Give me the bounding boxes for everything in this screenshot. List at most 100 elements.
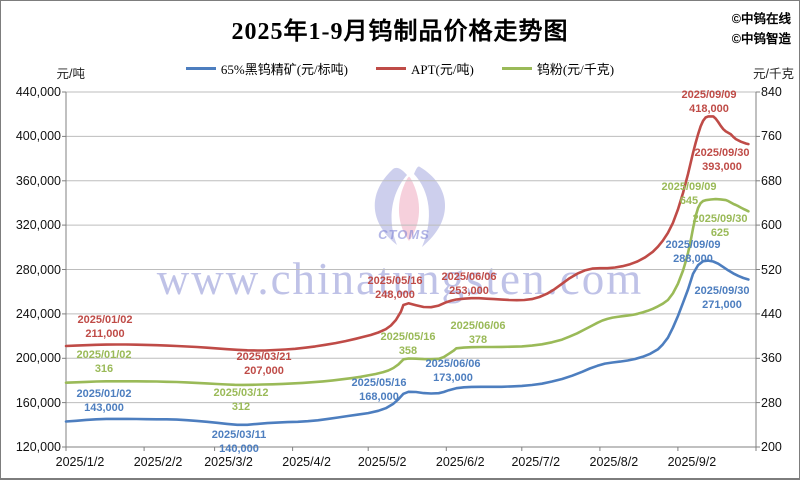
chart-title: 2025年1-9月钨制品价格走势图	[231, 19, 569, 45]
x-axis-tick-label: 2025/4/2	[282, 455, 331, 469]
annotation-value: 312	[231, 401, 251, 413]
annotation-concentrate: 2025/09/09 288,000	[665, 238, 720, 266]
annotation-value: 253,000	[449, 285, 489, 297]
annotation-apt: 2025/01/02 211,000	[77, 313, 132, 341]
y-axis-tick-label-right: 360	[761, 351, 782, 366]
annotation-value: 625	[710, 227, 730, 239]
x-axis-tick-label: 2025/5/2	[357, 455, 407, 469]
y-axis-tick-label-left: 360,000	[15, 173, 61, 188]
annotation-apt: 2025/03/21 207,000	[236, 350, 291, 378]
y-axis-tick-label-right: 760	[761, 129, 782, 144]
annotation-powder: 2025/09/30 625	[692, 212, 747, 240]
annotation-concentrate: 2025/09/30 271,000	[694, 284, 749, 312]
annotation-concentrate: 2025/05/16 168,000	[351, 376, 406, 404]
annotation-powder: 2025/09/09 645	[661, 180, 716, 208]
annotation-value: 143,000	[84, 402, 124, 414]
annotation-date: 2025/06/06	[441, 271, 497, 283]
annotation-value: 358	[398, 345, 418, 357]
annotation-powder: 2025/05/16 358	[380, 330, 435, 358]
x-axis-tick-label: 2025/7/2	[511, 455, 561, 469]
y-axis-tick-label-right: 280	[761, 395, 782, 410]
annotation-date: 2025/09/30	[694, 147, 750, 159]
legend-label-powder: 钨粉(元/千克)	[536, 62, 615, 77]
annotation-date: 2025/01/02	[77, 314, 133, 326]
annotation-value: 393,000	[702, 161, 742, 173]
annotation-value: 288,000	[673, 253, 713, 265]
series-line-powder	[64, 197, 750, 387]
ctoms-logo-text: CTOMS	[378, 227, 430, 242]
legend-label-concentrate: 65%黑钨精矿(元/标吨)	[220, 62, 348, 77]
annotation-value: 418,000	[689, 103, 729, 115]
annotation-date: 2025/01/02	[76, 349, 132, 361]
x-axis-tick-label: 2025/8/2	[589, 455, 639, 469]
annotation-concentrate: 2025/03/11 140,000	[212, 428, 266, 456]
copyright-line-2: ©中钨智造	[731, 32, 791, 46]
annotation-date: 2025/06/06	[425, 358, 481, 370]
annotation-value: 173,000	[433, 372, 473, 384]
x-axis-tick-label: 2025/3/2	[204, 455, 253, 469]
annotation-date: 2025/09/30	[694, 285, 750, 297]
annotation-value: 211,000	[85, 328, 125, 340]
annotation-apt: 2025/09/30 393,000	[694, 146, 749, 174]
annotation-apt: 2025/06/06 253,000	[441, 270, 496, 298]
annotation-date: 2025/05/16	[367, 275, 423, 287]
annotation-powder: 2025/01/02 316	[76, 348, 131, 376]
annotation-date: 2025/05/16	[380, 331, 436, 343]
annotation-date: 2025/09/09	[661, 181, 717, 193]
annotation-date: 2025/09/30	[692, 213, 748, 225]
legend-item-concentrate: 65%黑钨精矿(元/标吨)	[185, 59, 348, 78]
y-axis-tick-label-left: 160,000	[15, 395, 61, 410]
annotation-date: 2025/05/16	[351, 377, 407, 389]
chart-legend: 65%黑钨精矿(元/标吨) APT(元/吨) 钨粉(元/千克)	[1, 59, 799, 78]
y-axis-tick-label-left: 200,000	[15, 351, 61, 366]
legend-item-apt: APT(元/吨)	[375, 59, 474, 78]
copyright-block: ©中钨在线 ©中钨智造	[732, 9, 791, 49]
annotation-value: 378	[468, 334, 488, 346]
annotation-value: 271,000	[702, 299, 742, 311]
y-axis-tick-label-left: 240,000	[15, 306, 61, 321]
annotation-date: 2025/03/11	[211, 429, 267, 441]
x-axis-tick-label: 2025/6/2	[435, 455, 485, 469]
legend-label-apt: APT(元/吨)	[410, 62, 474, 77]
y-axis-tick-label-right: 200	[761, 440, 782, 454]
annotation-concentrate: 2025/06/06 173,000	[425, 357, 480, 385]
annotation-powder: 2025/03/12 312	[213, 386, 268, 414]
watermark-url: www.chinatungsten.com	[156, 254, 644, 304]
annotation-value: 248,000	[375, 289, 415, 301]
annotation-apt: 2025/09/09 418,000	[681, 88, 736, 116]
x-axis-tick-label: 2025/2/2	[133, 455, 183, 469]
y-axis-tick-label-right: 600	[761, 218, 782, 233]
series-line-apt	[64, 115, 750, 352]
y-axis-tick-label-left: 120,000	[15, 440, 61, 454]
annotation-date: 2025/03/12	[213, 387, 269, 399]
annotation-value: 316	[94, 363, 114, 375]
annotation-date: 2025/01/02	[76, 388, 132, 400]
y-axis-tick-label-left: 440,000	[15, 85, 61, 99]
legend-swatch-apt	[375, 66, 406, 71]
legend-swatch-powder	[501, 66, 532, 71]
y-axis-tick-label-left: 320,000	[15, 218, 61, 233]
legend-item-powder: 钨粉(元/千克)	[501, 59, 615, 78]
annotation-apt: 2025/05/16 248,000	[367, 274, 422, 302]
copyright-line-1: ©中钨在线	[731, 12, 791, 26]
annotation-date: 2025/06/06	[450, 320, 506, 332]
y-axis-tick-label-left: 400,000	[15, 129, 61, 144]
annotation-powder: 2025/06/06 378	[450, 319, 505, 347]
x-axis-tick-label: 2025/1/2	[55, 455, 105, 469]
y-axis-tick-label-right: 840	[761, 85, 782, 99]
annotation-value: 645	[679, 195, 699, 207]
annotation-value: 140,000	[219, 443, 259, 455]
y-axis-tick-label-right: 440	[761, 306, 782, 321]
annotation-value: 168,000	[359, 391, 399, 403]
x-axis-tick-label: 2025/9/2	[667, 455, 717, 469]
y-axis-tick-label-right: 680	[761, 173, 782, 188]
annotation-concentrate: 2025/01/02 143,000	[76, 387, 131, 415]
annotation-date: 2025/09/09	[665, 239, 721, 251]
y-axis-tick-label-left: 280,000	[15, 262, 61, 277]
annotation-date: 2025/09/09	[681, 89, 737, 101]
annotation-date: 2025/03/21	[236, 351, 292, 363]
left-axis-unit-label: 元/吨	[56, 67, 85, 81]
y-axis-tick-label-right: 520	[761, 262, 782, 277]
